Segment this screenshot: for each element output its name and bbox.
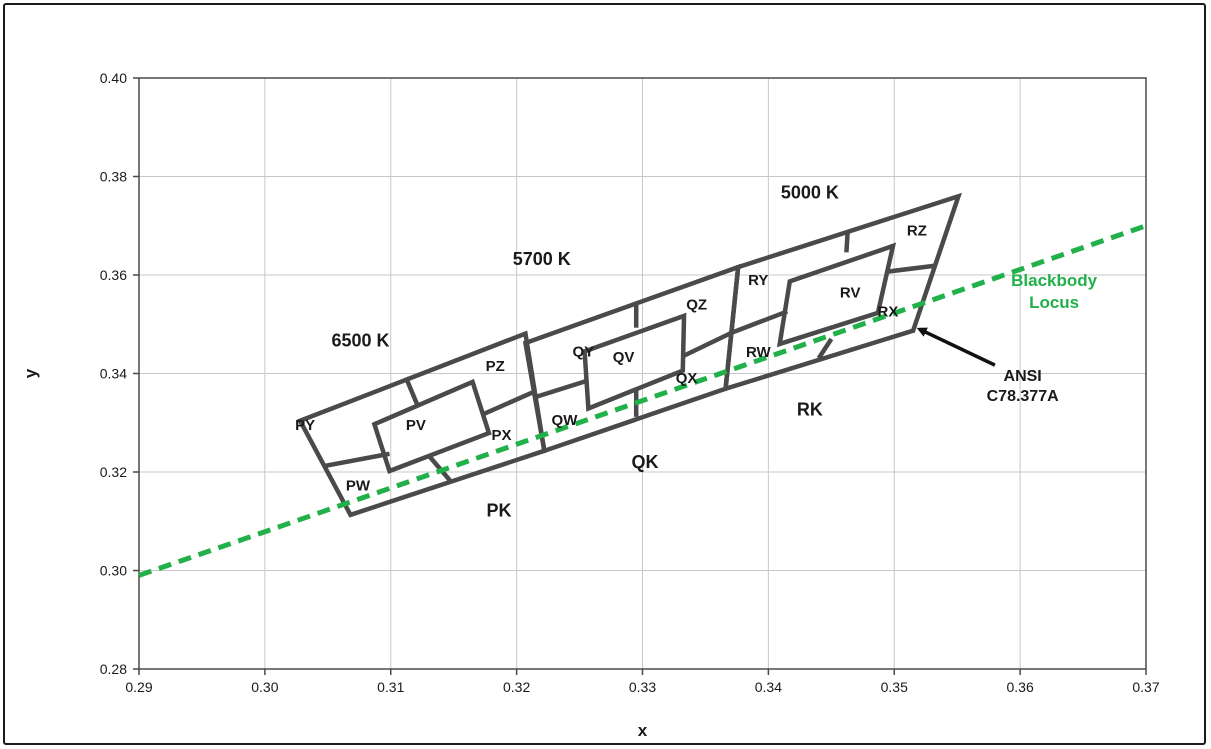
bin-label: QY <box>572 343 594 360</box>
y-tick-label: 0.30 <box>100 563 127 579</box>
x-axis-label: x <box>638 721 648 740</box>
y-axis-label: y <box>21 368 40 378</box>
y-axis-ticks: 0.28 0.30 0.32 0.34 0.36 0.38 0.40 <box>100 70 139 677</box>
quadrangle <box>722 192 963 392</box>
annotation-arrow <box>916 327 996 367</box>
y-tick-label: 0.36 <box>100 267 127 283</box>
ansi-quadrangles <box>296 192 963 518</box>
divider-line <box>481 389 536 417</box>
inner-quadrangle <box>776 242 897 348</box>
blackbody-locus <box>138 223 1147 578</box>
x-tick-label: 0.34 <box>755 679 782 695</box>
bin-label: PW <box>346 478 371 495</box>
bin-label: RZ <box>907 223 927 240</box>
bin-label: PY <box>295 417 315 434</box>
x-tick-label: 0.32 <box>503 679 530 695</box>
cct-label: 5700 K <box>513 249 571 269</box>
blackbody-locus-line <box>138 223 1147 578</box>
cct-label: 6500 K <box>332 330 390 350</box>
x-axis-ticks: 0.29 0.30 0.31 0.32 0.33 0.34 0.35 0.36 0.37 <box>125 669 1160 695</box>
grid <box>138 77 1147 670</box>
locus-label: Blackbody <box>1011 271 1098 290</box>
bin-label: PV <box>406 417 426 434</box>
bin-label: PX <box>492 427 512 444</box>
y-tick-label: 0.32 <box>100 464 127 480</box>
x-tick-label: 0.30 <box>251 679 278 695</box>
bin-label: QX <box>676 370 698 387</box>
bin-label: RV <box>840 285 861 302</box>
region-label: PK <box>486 500 511 520</box>
annotation-text: ANSI <box>1004 368 1042 385</box>
divider-line <box>731 309 789 335</box>
divider-line <box>844 231 850 253</box>
x-tick-label: 0.36 <box>1007 679 1034 695</box>
bin-label: QZ <box>686 296 707 313</box>
x-tick-label: 0.31 <box>377 679 404 695</box>
bin-label: RX <box>878 303 899 320</box>
divider-line <box>403 376 421 409</box>
bin-label: QW <box>552 412 579 429</box>
bin-label: QV <box>613 349 635 366</box>
region-label: RK <box>797 399 823 419</box>
divider-line <box>887 263 937 274</box>
x-tick-label: 0.37 <box>1132 679 1159 695</box>
annotation-text: C78.377A <box>987 388 1059 405</box>
y-tick-label: 0.28 <box>100 661 127 677</box>
divider-line <box>536 378 590 399</box>
y-tick-label: 0.34 <box>100 366 127 382</box>
divider-line <box>681 330 733 359</box>
y-tick-label: 0.38 <box>100 169 127 185</box>
region-label: QK <box>632 452 659 472</box>
inner-quadrangle <box>582 312 687 412</box>
y-tick-label: 0.40 <box>100 70 127 86</box>
x-tick-label: 0.33 <box>629 679 656 695</box>
bin-labels: PY PV PZ PX PW QY QV QZ QX QW RY RV RZ RX RW PK QK RK 6500… <box>295 183 1097 521</box>
bin-label: PZ <box>486 358 505 375</box>
cct-label: 5000 K <box>781 183 839 203</box>
divider-line <box>816 337 834 360</box>
x-tick-label: 0.35 <box>881 679 908 695</box>
bin-label: RY <box>748 272 768 289</box>
bin-label: RW <box>746 344 772 361</box>
x-tick-label: 0.29 <box>125 679 152 695</box>
divider-line <box>323 451 390 469</box>
locus-label: Locus <box>1029 293 1079 312</box>
